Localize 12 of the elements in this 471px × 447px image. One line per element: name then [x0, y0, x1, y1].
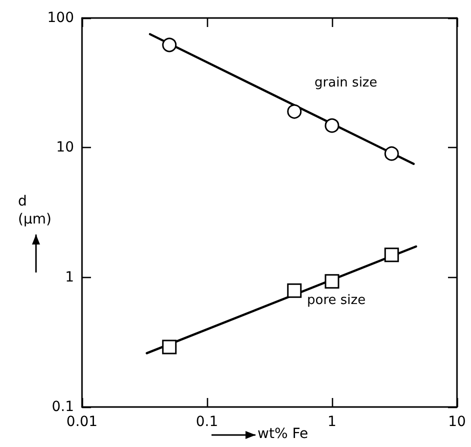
y-tick-label: 100 [47, 10, 74, 26]
annotation: grain size [314, 75, 378, 90]
x-tick-label: 0.1 [196, 414, 218, 430]
annotation: pore size [307, 293, 366, 308]
x-tick-label: 10 [448, 414, 466, 430]
x-tick-label: 1 [328, 414, 336, 430]
y-tick-label: 1 [65, 269, 74, 286]
x-axis-title: wt% Fe [258, 426, 308, 442]
y-tick-label: 0.1 [52, 399, 74, 415]
x-tick-label: 0.01 [66, 414, 98, 430]
y-tick-label: 10 [56, 140, 74, 156]
y-axis-title: d (μm) [18, 194, 52, 228]
